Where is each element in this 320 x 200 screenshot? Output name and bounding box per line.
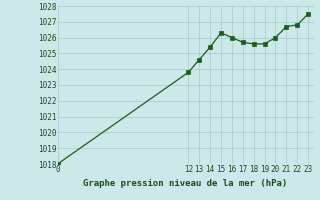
X-axis label: Graphe pression niveau de la mer (hPa): Graphe pression niveau de la mer (hPa) [84,179,288,188]
